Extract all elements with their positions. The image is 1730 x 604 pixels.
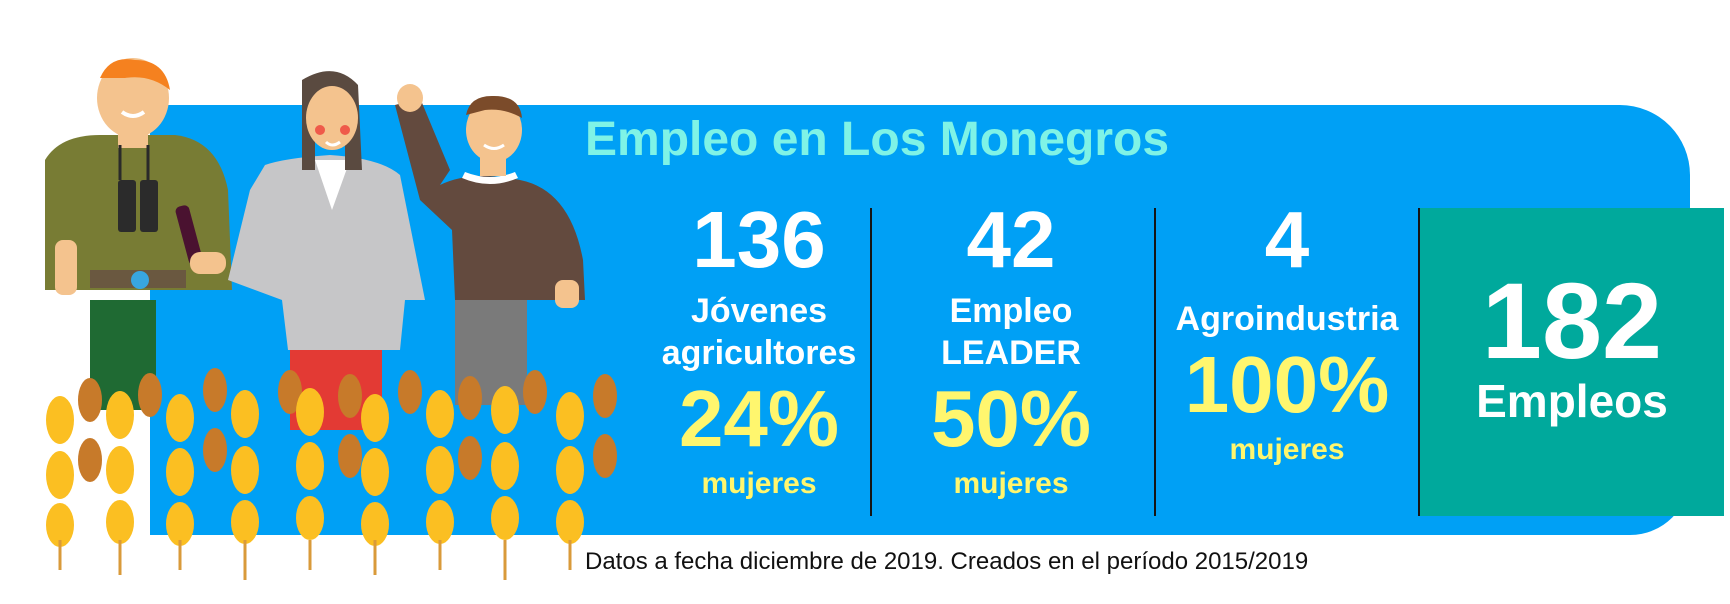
farmers-illustration [45, 58, 617, 580]
stat-label-line: Agroindustria [1175, 300, 1399, 338]
woman-wine [175, 71, 425, 430]
stat-value: 42 [966, 195, 1056, 284]
stat-label-line: agricultores [661, 334, 857, 372]
stat-percent-label: mujeres [701, 467, 817, 500]
column-divider [1154, 208, 1156, 516]
stat-percent: 24% [678, 374, 840, 463]
stat-label-line: LEADER [941, 334, 1081, 372]
total-employment-box: 182 Empleos [1420, 208, 1724, 516]
stat-percent-label: mujeres [953, 467, 1069, 500]
column-divider [1418, 208, 1420, 516]
total-label: Empleos [1476, 375, 1668, 427]
stat-young-farmers: 136 Jóvenes agricultores 24% mujeres [648, 200, 870, 504]
column-divider [870, 208, 872, 516]
stat-agroindustry: 4 Agroindustria 100% mujeres [1166, 200, 1408, 470]
stat-value: 4 [1264, 195, 1310, 284]
wheat-field [46, 368, 617, 580]
person-binoculars [45, 58, 232, 410]
infographic-title: Empleo en Los Monegros [585, 113, 1170, 166]
stat-percent-label: mujeres [1229, 433, 1345, 466]
stat-value: 136 [692, 195, 826, 284]
stat-label-line: Jóvenes [690, 292, 828, 330]
total-value: 182 [1481, 260, 1663, 381]
footnote: Datos a fecha diciembre de 2019. Creados… [585, 548, 1309, 575]
stat-leader-employment: 42 Empleo LEADER 50% mujeres [900, 200, 1122, 504]
stat-label-line: Empleo [949, 292, 1073, 330]
stat-percent: 50% [930, 374, 1092, 463]
stat-percent: 100% [1184, 340, 1390, 429]
man-waving [395, 84, 585, 405]
